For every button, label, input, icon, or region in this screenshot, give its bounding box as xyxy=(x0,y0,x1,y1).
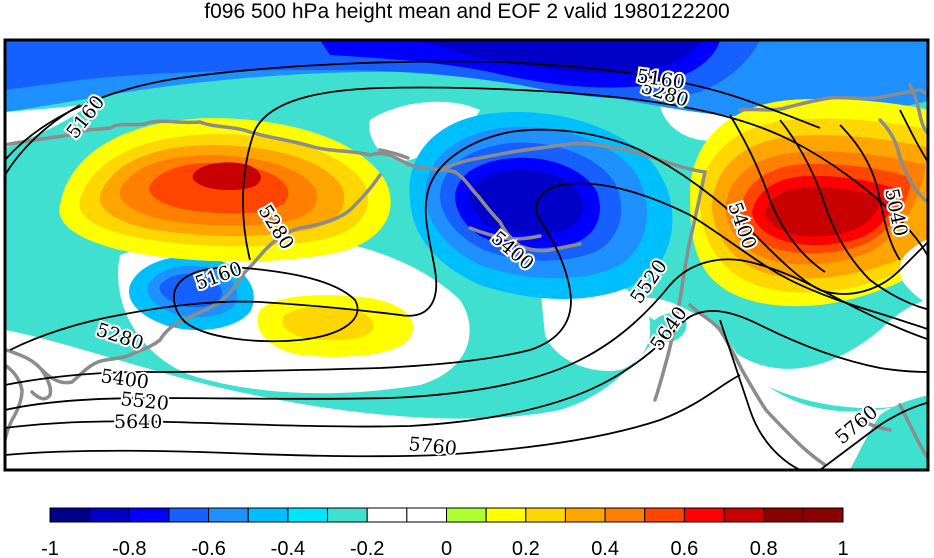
colorbar: -1 -0.8 -0.6 -0.4 -0.2 0 0.2 0.4 0.6 0.8 1 xyxy=(41,507,849,558)
height-contours xyxy=(5,60,928,470)
colorbar-tick-label: 0.4 xyxy=(591,538,619,558)
colorbar-swatch xyxy=(485,507,527,523)
shade-east-high-7 xyxy=(765,187,882,237)
contour-5280-east xyxy=(729,114,826,273)
colorbar-swatch xyxy=(406,507,448,523)
colorbar-tick-label: 1 xyxy=(837,538,848,558)
colorbar-swatch xyxy=(366,507,408,523)
colorbar-swatch xyxy=(49,507,91,523)
contour-label: 5640 xyxy=(114,411,162,433)
colorbar-tick-label: -0.4 xyxy=(271,538,305,558)
colorbar-tick-label: -1 xyxy=(41,538,59,558)
colorbar-swatch xyxy=(89,507,130,523)
contour-5160-east xyxy=(779,119,928,311)
coast-alaska-islands xyxy=(468,226,542,241)
colorbar-tick-label: 0.8 xyxy=(750,538,778,558)
coast-north-america-pacific xyxy=(688,303,827,467)
shade-white-north xyxy=(369,101,480,161)
contour-5160-north xyxy=(5,60,821,161)
coast-siberia-southwest xyxy=(243,173,382,274)
shade-west-low-3 xyxy=(159,273,222,308)
coast-north-america-east xyxy=(898,403,928,461)
shade-top-darkest xyxy=(420,40,700,73)
contour-5280-north xyxy=(242,86,928,261)
colorbar-tick-label: -0.6 xyxy=(191,538,225,558)
colorbar-tick-label: -0.2 xyxy=(350,538,384,558)
colorbar-tick-label: -0.8 xyxy=(112,538,146,558)
colorbar-swatch xyxy=(763,507,804,523)
colorbar-swatch xyxy=(287,507,329,523)
contour-5160-low xyxy=(172,266,359,343)
shade-white-southeast xyxy=(620,297,928,409)
coast-hudson xyxy=(878,118,927,202)
eof-shading xyxy=(5,40,928,470)
colorbar-swatch xyxy=(128,507,170,523)
colorbar-swatch xyxy=(802,507,844,523)
colorbar-swatch xyxy=(723,507,765,523)
coast-alaska-south xyxy=(518,242,582,253)
contour-5760-south xyxy=(5,374,741,458)
coast-greenland xyxy=(908,83,928,136)
colorbar-swatch xyxy=(168,507,210,523)
colorbar-tick-label: 0.2 xyxy=(512,538,540,558)
colorbar-swatch xyxy=(247,507,289,523)
coast-siberia-east xyxy=(453,170,522,248)
shade-top-right xyxy=(760,40,928,110)
coast-sakhalin xyxy=(5,338,162,385)
contour-5760-east xyxy=(719,319,801,470)
colorbar-swatch xyxy=(604,507,646,523)
contour-5640 xyxy=(5,310,928,429)
coast-japan xyxy=(5,363,24,442)
colorbar-swatch xyxy=(446,507,487,523)
coast-siberia-north xyxy=(5,119,457,174)
colorbar-swatch xyxy=(525,507,566,523)
colorbar-swatch xyxy=(564,507,606,523)
shade-cyan-bottomright xyxy=(850,395,928,470)
shade-south-high-2 xyxy=(282,306,374,341)
colorbar-swatch xyxy=(683,507,725,523)
colorbar-swatch xyxy=(644,507,685,523)
colorbar-tick-label: 0.6 xyxy=(670,538,698,558)
coast-gulf xyxy=(858,418,892,432)
coast-arctic-islands xyxy=(738,88,928,112)
contour-5760-southeast xyxy=(819,401,928,470)
colorbar-tick-label: 0 xyxy=(441,538,452,558)
map-frame xyxy=(3,38,930,472)
coast-bering-islands xyxy=(378,148,410,160)
coast-kamchatka xyxy=(158,270,247,342)
contour-5520 xyxy=(5,258,928,411)
colorbar-swatch xyxy=(208,507,249,523)
shade-white-south xyxy=(5,312,928,470)
shade-east-edge-white xyxy=(899,238,928,304)
map-title: f096 500 hPa height mean and EOF 2 valid… xyxy=(204,0,730,23)
contour-5160-nw xyxy=(5,104,81,176)
colorbar-swatch xyxy=(327,507,368,523)
contour-5040-east xyxy=(839,124,901,261)
contour-5400 xyxy=(5,182,928,386)
